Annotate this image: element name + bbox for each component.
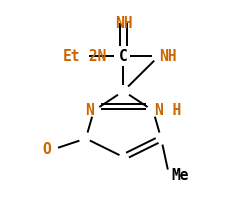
Text: 2N: 2N bbox=[80, 48, 106, 64]
Text: NH: NH bbox=[115, 15, 132, 31]
Text: Me: Me bbox=[171, 168, 189, 183]
Text: C: C bbox=[119, 48, 128, 64]
Text: O: O bbox=[43, 142, 52, 157]
Text: Et: Et bbox=[63, 48, 80, 64]
Text: NH: NH bbox=[159, 48, 176, 64]
Text: N H: N H bbox=[155, 103, 182, 118]
Text: N: N bbox=[85, 103, 94, 118]
